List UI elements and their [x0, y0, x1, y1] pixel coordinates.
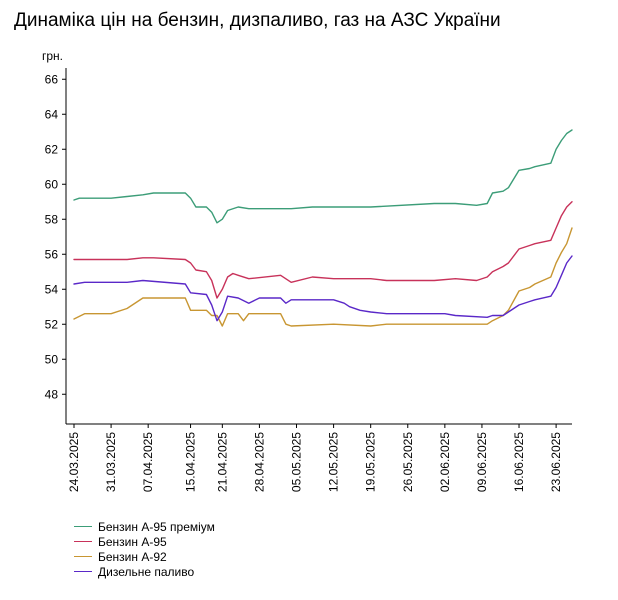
y-tick-label: 60: [45, 177, 59, 191]
y-tick-label: 48: [45, 387, 59, 401]
legend-swatch: [74, 571, 92, 572]
chart-title: Динаміка цін на бензин, дизпаливо, газ н…: [14, 10, 501, 31]
x-tick-label: 31.03.2025: [104, 432, 118, 492]
x-tick-label: 19.05.2025: [364, 432, 378, 492]
series-line: [73, 255, 573, 322]
series-line: [73, 227, 573, 327]
legend-label: Бензин А-92: [98, 549, 167, 564]
x-tick-label: 24.03.2025: [67, 432, 81, 492]
legend-item: Бензин А-95: [74, 534, 215, 549]
x-tick-label: 07.04.2025: [141, 432, 155, 492]
x-tick-label: 23.06.2025: [549, 432, 563, 492]
legend-item: Бензин А-92: [74, 549, 215, 564]
y-tick-label: 52: [45, 317, 59, 331]
legend-swatch: [74, 541, 92, 542]
legend-label: Бензин А-95 преміум: [98, 519, 215, 534]
legend-swatch: [74, 556, 92, 557]
x-tick-label: 26.05.2025: [401, 432, 415, 492]
y-tick-label: 56: [45, 247, 59, 261]
y-tick-label: 62: [45, 142, 59, 156]
x-tick-label: 02.06.2025: [438, 432, 452, 492]
legend-label: Бензин А-95: [98, 534, 167, 549]
legend-label: Дизельне паливо: [98, 564, 195, 579]
legend-swatch: [74, 526, 92, 527]
y-tick-label: 58: [45, 212, 59, 226]
legend-item: Дизельне паливо: [74, 564, 215, 579]
x-tick-label: 09.06.2025: [475, 432, 489, 492]
y-tick-label: 50: [45, 352, 59, 366]
series-line: [73, 129, 573, 224]
y-tick-label: 54: [45, 282, 59, 296]
x-tick-label: 28.04.2025: [252, 432, 266, 492]
legend-item: Бензин А-95 преміум: [74, 519, 215, 534]
series-line: [73, 200, 573, 299]
x-tick-label: 05.05.2025: [290, 432, 304, 492]
y-axis-label: грн.: [42, 49, 63, 63]
x-tick-label: 21.04.2025: [215, 432, 229, 492]
y-tick-label: 66: [45, 72, 59, 86]
x-tick-label: 15.04.2025: [184, 432, 198, 492]
chart-legend: Бензин А-95 преміум Бензин А-95 Бензин А…: [74, 519, 215, 579]
x-tick-label: 12.05.2025: [327, 432, 341, 492]
x-tick-label: 16.06.2025: [512, 432, 526, 492]
y-tick-label: 64: [45, 107, 59, 121]
